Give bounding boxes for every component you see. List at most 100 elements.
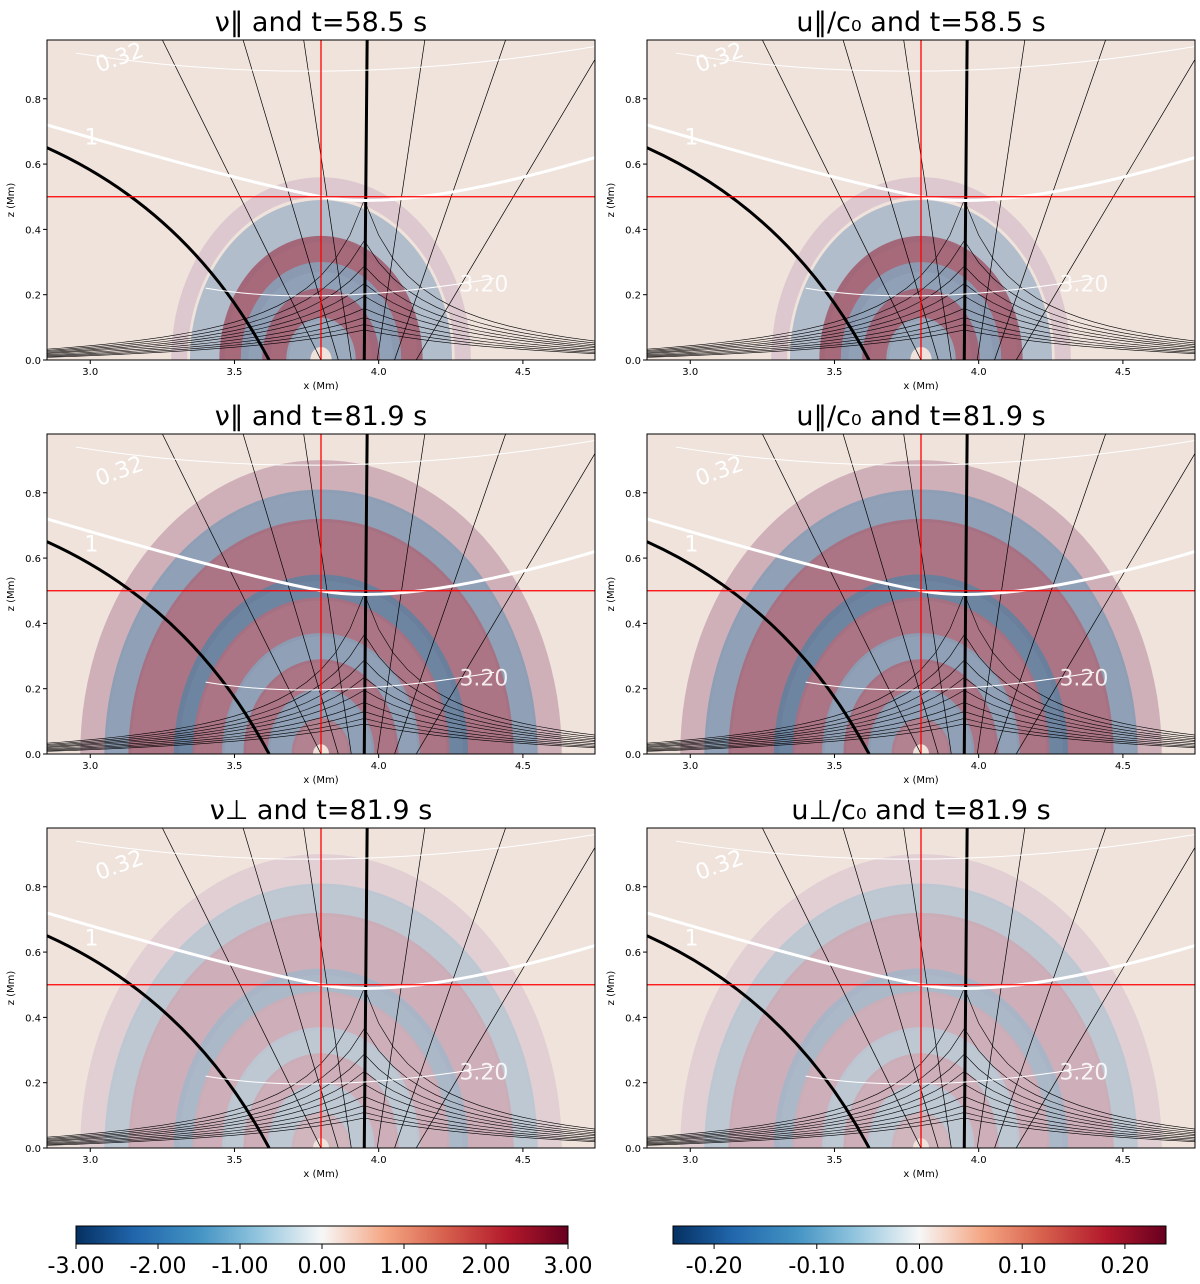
y-axis-label: z (Mm) [6,971,17,1006]
contour-3p20 [805,671,1095,691]
y-tick-label: 0.2 [25,1079,41,1090]
field-line [394,40,506,360]
axes-frame [646,827,1196,1149]
contour-3p20 [805,277,1095,297]
wave-band [128,912,514,1148]
x-tick-label: 4.5 [1115,1155,1131,1166]
y-tick-label: 0.6 [25,948,41,959]
x-tick-label: 3.0 [82,1155,98,1166]
wave-band [773,968,1069,1148]
y-tick-label: 0.8 [25,883,41,894]
thick-field-line [47,934,271,1148]
colorbar-tick-label: 0.10 [998,1254,1047,1279]
x-tick-label: 3.5 [227,367,243,378]
field-line [394,828,506,1148]
field-line [994,40,1106,360]
x-tick-label: 4.0 [371,761,387,772]
wave-band [773,574,1069,754]
contour-label-1: 1 [684,125,698,150]
x-tick-label: 3.0 [682,1155,698,1166]
x-tick-label: 4.5 [515,367,531,378]
x-tick-label: 3.5 [827,761,843,772]
y-tick-label: 0.4 [25,1013,41,1024]
y-tick-label: 0.4 [625,225,641,236]
thick-field-line [47,540,271,754]
y-tick-label: 0.2 [25,291,41,302]
x-tick-label: 3.0 [82,761,98,772]
wave-band [104,883,538,1148]
contour-label-1: 1 [684,533,698,558]
contour-0p32 [675,46,1195,72]
axes-frame [646,433,1196,755]
x-tick-label: 4.5 [515,761,531,772]
contour-label-3p20: 3.20 [1059,1060,1108,1085]
wave-band [822,1027,1020,1148]
y-tick-label: 0.6 [625,948,641,959]
colorbar-tick-label: 3.00 [544,1254,593,1279]
wave-band [192,597,450,754]
wave-band [792,991,1050,1148]
field-line [394,434,506,754]
wave-band [243,659,399,754]
y-axis-label: z (Mm) [6,577,17,612]
y-tick-label: 0.6 [625,554,641,565]
contour-label-3p20: 3.20 [459,272,508,297]
colorbar-right: -0.20 -0.10 0.00 0.10 0.20 [672,1225,1167,1279]
field-line [762,434,922,754]
wave-band [704,883,1138,1148]
wave-band [792,597,1050,754]
colorbar-gradient [75,1225,569,1245]
contour-label-1: 1 [84,927,98,952]
thick-field-line [647,934,871,1148]
x-tick-label: 4.5 [1115,761,1131,772]
x-axis-label: x (Mm) [303,775,338,786]
panel-title: u‖/c₀ and t=81.9 s [796,401,1045,432]
wave-band [173,968,469,1148]
wave-band [189,200,453,360]
x-tick-label: 3.0 [682,761,698,772]
contour-0p32 [75,440,595,466]
contour-3p20 [805,1065,1095,1085]
panel-title: ν⊥ and t=81.9 s [210,795,433,826]
wave-band [704,489,1138,754]
field-line [994,828,1106,1148]
field-line [242,40,339,360]
y-tick-label: 0.0 [25,750,41,761]
wave-band [680,460,1162,754]
thick-field-line [647,540,871,754]
field-line [903,40,952,360]
colorbar-tick-label: -3.00 [48,1254,105,1279]
colorbars: -3.00 -2.00 -1.00 0.00 1.00 2.00 3.00 -0.20 -0.1… [48,1225,1167,1279]
y-tick-label: 0.2 [625,1079,641,1090]
x-axis-label: x (Mm) [903,775,938,786]
y-tick-label: 0.2 [25,685,41,696]
field-line [242,434,339,754]
y-axis-label: z (Mm) [6,183,17,218]
y-tick-label: 0.8 [625,489,641,500]
y-tick-label: 0.8 [625,883,641,894]
y-tick-label: 0.0 [625,356,641,367]
x-tick-label: 4.0 [971,367,987,378]
y-tick-label: 0.6 [625,160,641,171]
y-tick-label: 0.6 [25,160,41,171]
x-tick-label: 4.5 [515,1155,531,1166]
field-line [415,452,595,754]
x-tick-label: 3.5 [227,761,243,772]
field-line [1015,58,1195,360]
thick-field-line [647,146,871,360]
wave-band [171,177,471,360]
wave-band [843,1053,999,1148]
field-line [1015,452,1195,754]
x-tick-label: 3.0 [82,367,98,378]
contour-label-1: 1 [684,927,698,952]
wave-band [728,912,1114,1148]
y-axis-label: z (Mm) [606,183,617,218]
field-line [1015,846,1195,1148]
